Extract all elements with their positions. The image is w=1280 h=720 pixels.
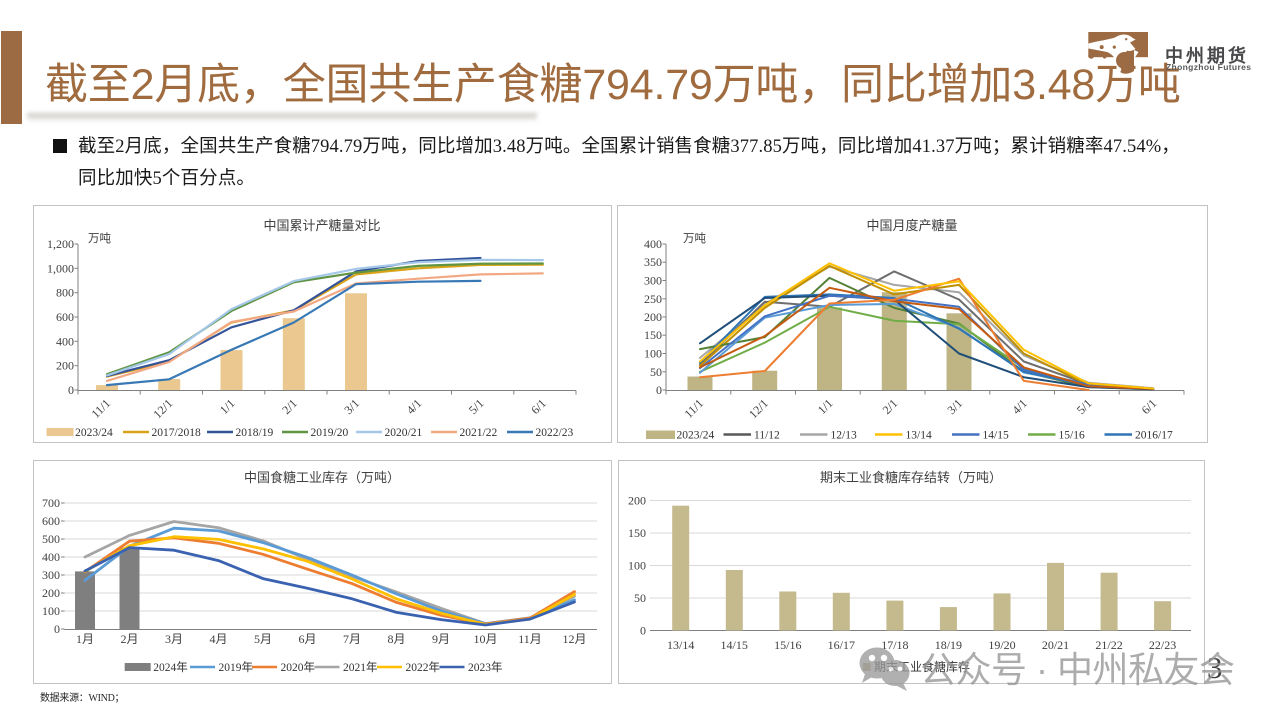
svg-text:2017/2018: 2017/2018 — [152, 427, 201, 439]
svg-text:2023/24: 2023/24 — [677, 430, 715, 442]
svg-text:21/22: 21/22 — [1095, 638, 1122, 652]
svg-text:50: 50 — [634, 591, 646, 605]
svg-text:1,000: 1,000 — [47, 261, 74, 275]
svg-text:期末工业食糖库存结转（万吨）: 期末工业食糖库存结转（万吨） — [820, 470, 1002, 485]
svg-text:350: 350 — [644, 255, 662, 269]
svg-text:11月: 11月 — [518, 632, 542, 646]
svg-text:150: 150 — [628, 526, 646, 540]
svg-text:17/18: 17/18 — [881, 638, 908, 652]
svg-text:300: 300 — [42, 568, 60, 582]
svg-text:100: 100 — [628, 559, 646, 573]
svg-text:0: 0 — [54, 622, 60, 636]
svg-text:4月: 4月 — [209, 632, 227, 646]
svg-text:8月: 8月 — [387, 632, 405, 646]
svg-text:150: 150 — [644, 328, 662, 342]
svg-text:400: 400 — [42, 550, 60, 564]
svg-text:13/14: 13/14 — [906, 430, 932, 442]
svg-text:14/15: 14/15 — [983, 430, 1009, 442]
svg-text:18/19: 18/19 — [935, 638, 962, 652]
svg-text:800: 800 — [56, 286, 74, 300]
svg-text:2023年: 2023年 — [468, 660, 503, 674]
svg-text:200: 200 — [644, 310, 662, 324]
svg-text:2020年: 2020年 — [281, 660, 316, 674]
svg-text:2018/19: 2018/19 — [236, 427, 274, 439]
svg-text:中国食糖工业库存（万吨）: 中国食糖工业库存（万吨） — [244, 470, 400, 485]
svg-text:2022/23: 2022/23 — [536, 427, 574, 439]
svg-text:2016/17: 2016/17 — [1135, 430, 1173, 442]
svg-text:12月: 12月 — [562, 632, 586, 646]
svg-text:500: 500 — [42, 532, 60, 546]
svg-text:0: 0 — [656, 383, 662, 397]
svg-text:6月: 6月 — [298, 632, 316, 646]
svg-text:19/20: 19/20 — [988, 638, 1015, 652]
svg-text:22/23: 22/23 — [1149, 638, 1176, 652]
svg-text:400: 400 — [56, 334, 74, 348]
svg-text:万吨: 万吨 — [88, 232, 111, 245]
svg-text:400: 400 — [644, 237, 662, 251]
svg-text:16/17: 16/17 — [828, 638, 855, 652]
svg-text:200: 200 — [628, 494, 646, 508]
svg-text:15/16: 15/16 — [1059, 430, 1085, 442]
svg-text:中国累计产糖量对比: 中国累计产糖量对比 — [263, 218, 380, 233]
svg-text:5月: 5月 — [254, 632, 272, 646]
svg-text:100: 100 — [42, 604, 60, 618]
svg-text:3月: 3月 — [165, 632, 183, 646]
svg-text:14/15: 14/15 — [721, 638, 748, 652]
svg-text:2019年: 2019年 — [219, 660, 254, 674]
svg-text:600: 600 — [42, 514, 60, 528]
svg-text:300: 300 — [644, 274, 662, 288]
svg-text:200: 200 — [56, 359, 74, 373]
svg-text:1月: 1月 — [76, 632, 94, 646]
svg-text:2019/20: 2019/20 — [311, 427, 349, 439]
svg-text:2月: 2月 — [120, 632, 138, 646]
svg-text:100: 100 — [644, 347, 662, 361]
svg-text:700: 700 — [42, 496, 60, 510]
svg-text:0: 0 — [640, 624, 646, 638]
svg-text:2021年: 2021年 — [343, 660, 378, 674]
svg-text:9月: 9月 — [432, 632, 450, 646]
svg-text:11/12: 11/12 — [754, 430, 780, 442]
svg-text:中国月度产糖量: 中国月度产糖量 — [866, 218, 957, 233]
svg-text:2023/24: 2023/24 — [75, 427, 113, 439]
svg-text:2020/21: 2020/21 — [385, 427, 423, 439]
svg-text:2021/22: 2021/22 — [460, 427, 498, 439]
svg-text:600: 600 — [56, 310, 74, 324]
svg-text:公众号 · 中州私友会: 公众号 · 中州私友会 — [920, 649, 1235, 690]
svg-text:2024年: 2024年 — [153, 660, 188, 674]
svg-text:0: 0 — [68, 383, 74, 397]
svg-text:2022年: 2022年 — [406, 660, 441, 674]
svg-text:50: 50 — [650, 365, 662, 379]
svg-text:15/16: 15/16 — [774, 638, 801, 652]
svg-text:200: 200 — [42, 586, 60, 600]
svg-text:13/14: 13/14 — [667, 638, 694, 652]
svg-text:12/13: 12/13 — [831, 430, 857, 442]
svg-text:20/21: 20/21 — [1042, 638, 1069, 652]
svg-text:250: 250 — [644, 292, 662, 306]
svg-text:10月: 10月 — [473, 632, 497, 646]
svg-text:万吨: 万吨 — [683, 232, 706, 245]
svg-text:7月: 7月 — [343, 632, 361, 646]
svg-text:1,200: 1,200 — [47, 237, 74, 251]
